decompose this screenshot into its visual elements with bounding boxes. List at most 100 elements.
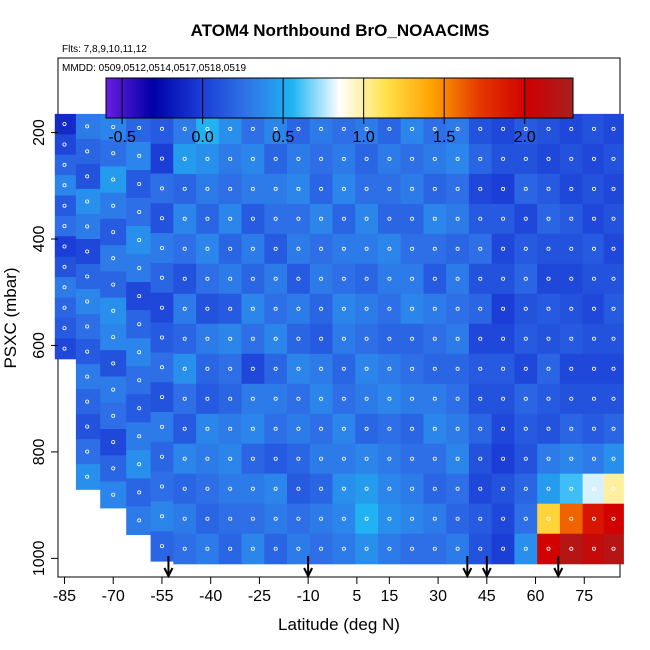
heatmap-cell <box>355 143 379 175</box>
heatmap-cell <box>332 443 356 475</box>
track-point <box>546 156 551 161</box>
heatmap-cell <box>196 293 220 325</box>
heatmap-cell <box>309 533 334 565</box>
heatmap-cell <box>287 323 311 355</box>
track-point <box>273 276 278 281</box>
track-point <box>432 366 437 371</box>
track-point <box>137 153 142 158</box>
track-point <box>432 336 437 341</box>
heatmap-cell <box>491 203 515 235</box>
heatmap-cell <box>196 353 220 385</box>
heatmap-cell <box>264 293 288 325</box>
track-point <box>455 456 460 461</box>
heatmap-cell <box>126 141 152 171</box>
track-point <box>410 336 415 341</box>
track-point <box>523 396 528 401</box>
heatmap-cell <box>264 383 288 415</box>
track-point <box>364 516 369 521</box>
heatmap-cell <box>400 413 424 445</box>
heatmap-cell <box>100 350 127 378</box>
heatmap-cell <box>514 173 538 205</box>
heatmap-cell <box>173 443 197 475</box>
track-point <box>478 546 483 551</box>
heatmap-cell <box>196 443 220 475</box>
track-point <box>85 399 90 404</box>
heatmap-cell <box>196 263 220 295</box>
heatmap-cell <box>446 443 470 475</box>
heatmap-cell <box>423 473 447 505</box>
heatmap-cell <box>400 443 424 475</box>
heatmap-cell <box>423 503 447 535</box>
track-point <box>592 396 597 401</box>
heatmap-cell <box>332 263 356 295</box>
heatmap-cell <box>400 353 424 385</box>
heatmap-cell <box>287 263 311 295</box>
heatmap-cell <box>355 233 379 265</box>
heatmap-cell <box>603 503 624 535</box>
track-point <box>85 324 90 329</box>
track-point <box>410 306 415 311</box>
heatmap-cell <box>491 383 515 415</box>
track-point <box>319 126 324 131</box>
track-point <box>387 276 392 281</box>
heatmap-cell <box>559 173 584 205</box>
track-point <box>387 486 392 491</box>
mmdd-label: MMDD: 0509,0512,0514,0517,0518,0519 <box>62 63 246 74</box>
track-point <box>611 246 616 251</box>
heatmap-cell <box>603 383 624 415</box>
track-point <box>410 276 415 281</box>
heatmap-cell <box>468 263 493 295</box>
track-point <box>478 366 483 371</box>
heatmap-cell <box>400 293 424 325</box>
track-point <box>546 216 551 221</box>
track-point <box>478 186 483 191</box>
heatmap-cell <box>582 233 605 265</box>
heatmap-cell <box>537 293 561 325</box>
heatmap-cell <box>126 338 152 367</box>
y-tick-label: 200 <box>31 119 48 146</box>
track-point <box>111 335 116 340</box>
track-point <box>611 546 616 551</box>
heatmap-cell <box>559 143 584 175</box>
track-point <box>569 486 574 491</box>
track-point <box>546 126 551 131</box>
track-point <box>432 156 437 161</box>
heatmap-cell <box>423 353 447 385</box>
heatmap-cell <box>196 233 220 265</box>
heatmap-cell <box>150 203 174 234</box>
track-point <box>410 186 415 191</box>
heatmap-cell <box>491 143 515 175</box>
track-point <box>250 396 255 401</box>
heatmap-cell <box>100 140 127 168</box>
track-point <box>478 336 483 341</box>
track-point <box>523 246 528 251</box>
track-point <box>611 156 616 161</box>
heatmap-cell <box>582 413 605 445</box>
heatmap-cell <box>537 263 561 295</box>
track-point <box>319 396 324 401</box>
heatmap-cell <box>378 173 402 205</box>
track-point <box>296 396 301 401</box>
heatmap-cell <box>287 173 311 205</box>
heatmap-cell <box>126 198 152 227</box>
track-point <box>592 366 597 371</box>
heatmap-cell <box>100 297 127 325</box>
colorbar: -0.5 0.0 0.5 1.0 1.5 2.0 <box>105 77 574 146</box>
track-point <box>410 486 415 491</box>
track-point <box>228 246 233 251</box>
heatmap-cell <box>264 503 288 535</box>
heatmap-cell <box>100 271 127 299</box>
track-point <box>341 156 346 161</box>
track-point <box>85 149 90 154</box>
heatmap-cell <box>287 203 311 235</box>
track-point <box>569 276 574 281</box>
heatmap-cell <box>126 310 152 339</box>
track-point <box>432 546 437 551</box>
track-point <box>319 486 324 491</box>
track-point <box>592 186 597 191</box>
track-point <box>611 126 616 131</box>
track-point <box>228 456 233 461</box>
track-point <box>319 546 324 551</box>
heatmap-cell <box>100 166 127 194</box>
heatmap-cell <box>287 383 311 415</box>
